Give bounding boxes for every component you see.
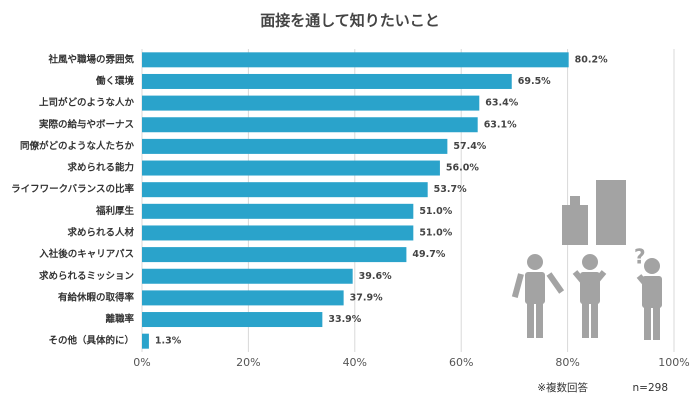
value-label: 1.3% <box>155 336 182 347</box>
value-label: 49.7% <box>412 249 445 260</box>
category-label: 入社後のキャリアパス <box>38 248 134 260</box>
value-label: 56.0% <box>446 163 479 174</box>
bar <box>142 312 323 328</box>
value-label: 57.4% <box>453 141 486 152</box>
value-label: 37.9% <box>350 292 383 303</box>
bar <box>142 290 344 306</box>
bar <box>142 247 407 263</box>
x-tick-label: 60% <box>449 356 473 369</box>
svg-text:?: ? <box>634 245 646 269</box>
note: ※複数回答 <box>537 381 588 394</box>
bar <box>142 117 478 133</box>
value-label: 33.9% <box>328 314 361 325</box>
bar <box>142 203 414 219</box>
value-label: 39.6% <box>359 271 392 282</box>
x-tick-label: 100% <box>658 356 689 369</box>
bar <box>142 333 149 349</box>
category-label: 有給休暇の取得率 <box>58 291 135 303</box>
category-label: 社風や職場の雰囲気 <box>47 53 134 65</box>
category-label: 実際の給与やボーナス <box>39 118 134 130</box>
value-label: 51.0% <box>419 227 452 238</box>
bar <box>142 268 353 284</box>
bar <box>142 52 569 68</box>
illustration: ? <box>511 180 662 340</box>
category-label: ライフワークバランスの比率 <box>11 183 134 195</box>
note: n=298 <box>633 382 669 394</box>
x-tick-label: 0% <box>133 356 150 369</box>
bar <box>142 138 448 154</box>
bar <box>142 225 414 241</box>
category-label: 離職率 <box>105 313 134 325</box>
x-tick-label: 40% <box>343 356 367 369</box>
value-label: 69.5% <box>518 76 551 87</box>
value-label: 51.0% <box>419 206 452 217</box>
chart-title: 面接を通して知りたいこと <box>260 12 440 30</box>
bar <box>142 160 440 176</box>
bar <box>142 95 480 111</box>
category-label: 上司がどのような人か <box>39 97 135 109</box>
category-label: 求められる人材 <box>67 226 134 238</box>
category-label: 福利厚生 <box>95 205 135 217</box>
category-label: 求められるミッション <box>39 270 134 282</box>
value-label: 80.2% <box>575 54 608 65</box>
value-label: 63.1% <box>484 119 517 130</box>
x-tick-label: 80% <box>555 356 579 369</box>
category-label: 働く環境 <box>95 75 135 87</box>
value-label: 63.4% <box>485 98 518 109</box>
bar <box>142 182 428 198</box>
x-tick-label: 20% <box>236 356 260 369</box>
value-label: 53.7% <box>434 184 467 195</box>
category-label: 求められる能力 <box>67 162 134 174</box>
category-label: 同僚がどのような人たちか <box>20 140 135 152</box>
bar <box>142 73 512 89</box>
category-label: その他（具体的に） <box>48 335 134 347</box>
